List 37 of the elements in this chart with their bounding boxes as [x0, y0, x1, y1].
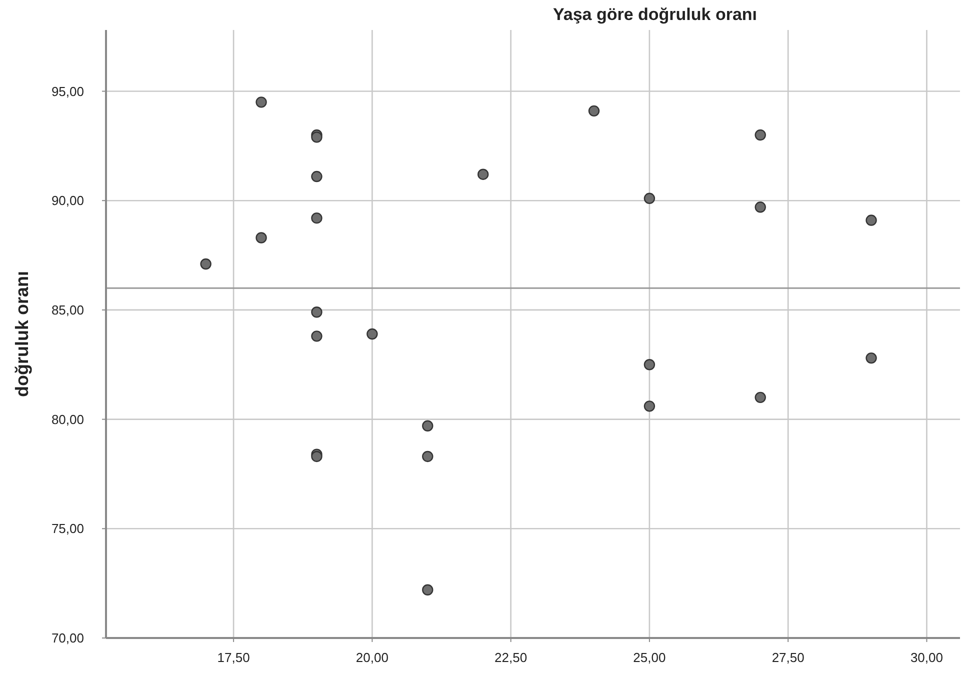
y-tick-label: 80,00 [51, 412, 84, 427]
point [866, 352, 877, 364]
y-tick-label: 75,00 [51, 521, 84, 536]
y-axis-title: doğruluk oranı [12, 271, 32, 397]
x-tick-label: 17,50 [217, 650, 250, 665]
point [311, 450, 322, 462]
point [311, 212, 322, 224]
point [366, 328, 378, 340]
point [200, 258, 212, 270]
point [311, 330, 322, 342]
y-tick-label: 95,00 [51, 84, 84, 99]
point [866, 214, 877, 226]
chart-title: Yaşa göre doğruluk oranı [552, 5, 758, 24]
point [311, 306, 322, 318]
x-tick-label: 22,50 [494, 650, 528, 665]
point [422, 450, 434, 462]
x-tick-label: 27,50 [772, 650, 804, 665]
point [422, 584, 434, 596]
x-tick-label: 20,00 [356, 650, 388, 665]
point [477, 168, 489, 180]
point [256, 96, 267, 108]
point [644, 400, 656, 412]
point [754, 202, 766, 213]
point [311, 170, 322, 182]
x-tick-label: 25,00 [633, 650, 666, 665]
x-tick-label: 30,00 [910, 650, 943, 665]
point [588, 105, 600, 117]
point [311, 132, 322, 143]
point [754, 129, 766, 141]
point [644, 359, 656, 370]
y-tick-label: 70,00 [51, 630, 84, 646]
y-tick-label: 85,00 [51, 302, 84, 318]
point [644, 192, 656, 204]
point [256, 232, 267, 244]
point [754, 392, 766, 404]
y-tick-label: 90,00 [51, 193, 84, 208]
point [422, 420, 434, 432]
